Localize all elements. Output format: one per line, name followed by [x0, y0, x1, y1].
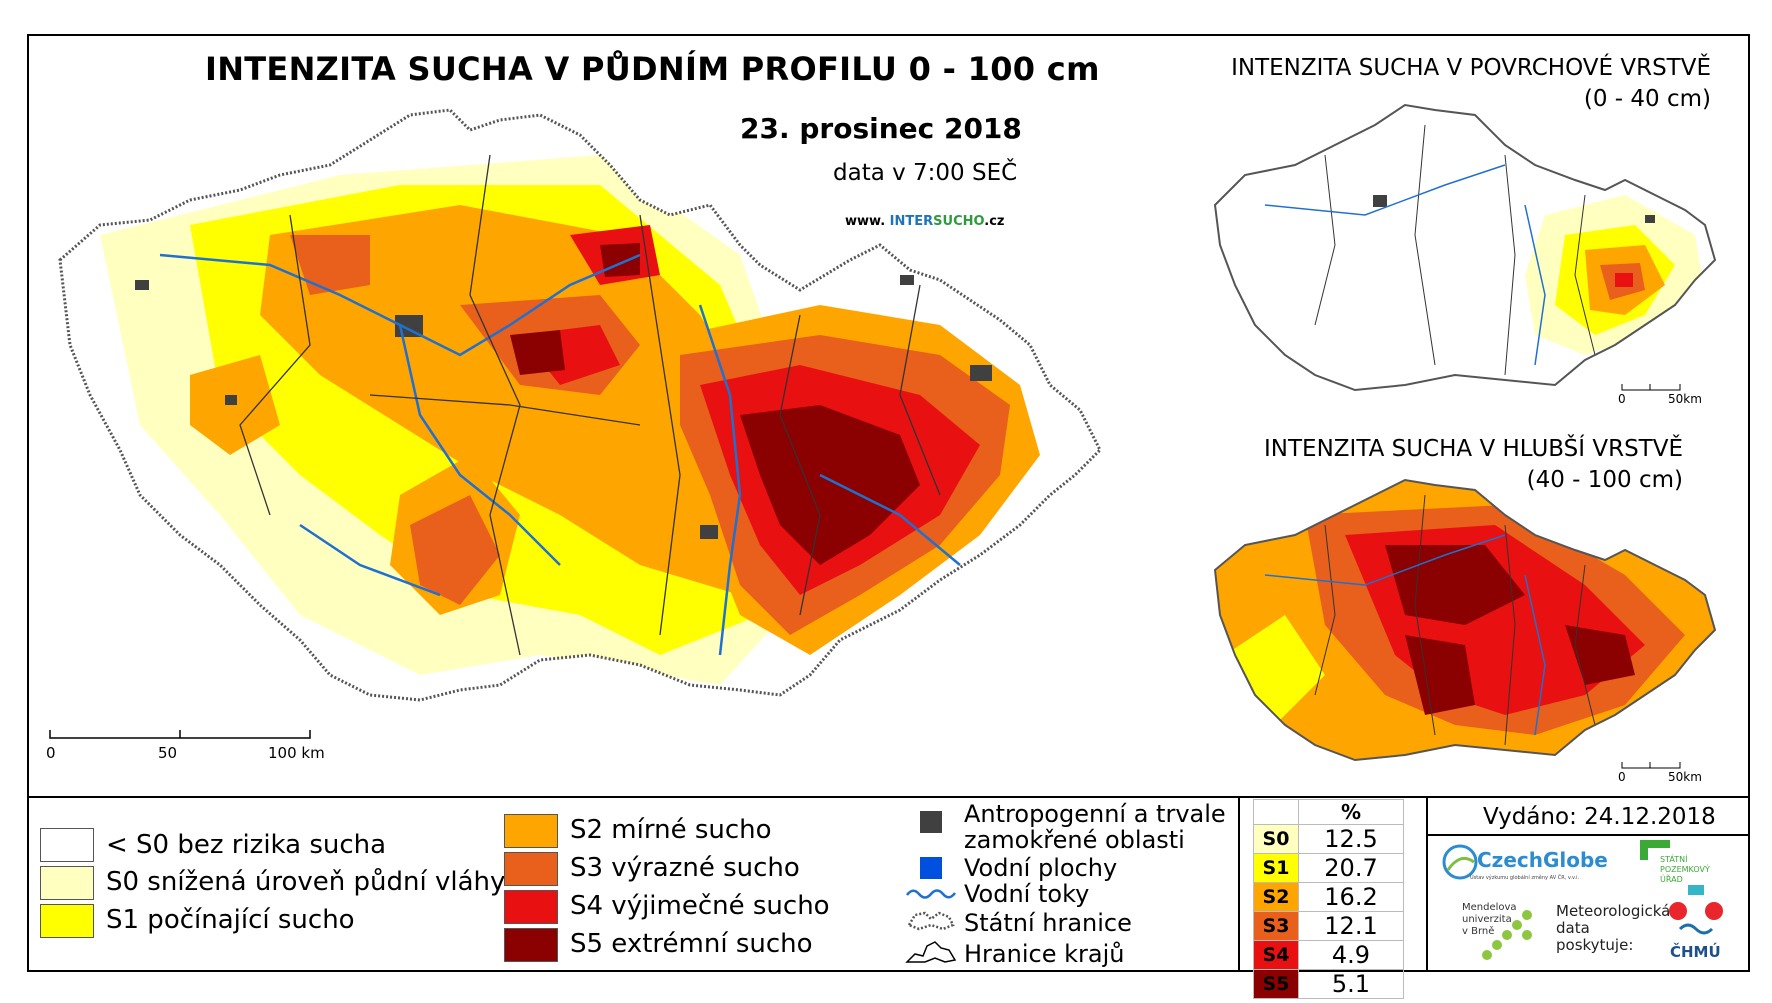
legend-anthropogenic-line2: zamokřené oblasti: [964, 826, 1185, 854]
table-row: S5 5.1: [1253, 969, 1404, 999]
chmu-text-line1: Meteorologická: [1556, 902, 1671, 920]
main-map-title: INTENZITA SUCHA V PŮDNÍM PROFILU 0 - 100…: [205, 50, 1100, 88]
legend-swatch-below-s0: [40, 828, 94, 862]
table-code-s2: S2: [1253, 882, 1299, 912]
legend-swatch-s4: [504, 890, 558, 924]
legend-swatch-s0: [40, 866, 94, 900]
legend-swatch-s3: [504, 852, 558, 886]
website-sucho: SUCHO: [933, 214, 985, 229]
table-row: S4 4.9: [1253, 940, 1404, 970]
main-scale-tick-50: 50: [158, 744, 178, 762]
website-inter: INTER: [889, 214, 934, 229]
issued-divider: [1428, 834, 1750, 836]
map-frame: [27, 34, 1750, 972]
inset-deep-map: [1213, 478, 1717, 762]
table-row: S3 12.1: [1253, 911, 1404, 941]
legend-label-s3: S3 výrazné sucho: [570, 853, 800, 883]
inset-surface-scale-0: 0: [1618, 392, 1626, 406]
website-prefix: www.: [845, 214, 890, 229]
chmu-provider-text: Meteorologická data poskytuje:: [1556, 903, 1670, 954]
main-scale-tick-100: 100 km: [268, 744, 325, 762]
inset-deep-subtitle: (40 - 100 cm): [1526, 467, 1683, 493]
chmu-text-line3: poskytuje:: [1556, 936, 1634, 954]
legend-swatch-s1: [40, 904, 94, 938]
chmu-logo-icon: [1669, 885, 1723, 935]
table-row: S2 16.2: [1253, 882, 1404, 912]
website-suffix: .cz: [984, 214, 1005, 229]
table-divider-left: [1238, 797, 1240, 972]
legend-region-border: Hranice krajů: [964, 940, 1125, 968]
table-header-code: [1253, 799, 1299, 825]
spu-logo-text: STÁTNÍ POZEMKOVÝ ÚŘAD: [1660, 855, 1710, 885]
czechglobe-subtitle: Ústav výzkumu globální změny AV ČR, v.v.…: [1470, 875, 1580, 881]
legend-label-s2: S2 mírné sucho: [570, 815, 772, 845]
issued-date: Vydáno: 24.12.2018: [1483, 804, 1716, 830]
inset-deep-title: INTENZITA SUCHA V HLUBŠÍ VRSTVĚ: [1264, 436, 1683, 462]
legend-label-below-s0: < S0 bez rizika sucha: [106, 830, 387, 860]
anthropogenic-area-icon: [920, 811, 942, 833]
legend-state-border: Státní hranice: [964, 909, 1132, 937]
czechglobe-logo: CzechGlobe: [1477, 848, 1608, 872]
inset-surface-title: INTENZITA SUCHA V POVRCHOVÉ VRSTVĚ: [1231, 55, 1711, 81]
inset-surface-scale-50: 50km: [1668, 392, 1702, 406]
table-value-s3: 12.1: [1298, 911, 1404, 941]
spu-line2: POZEMKOVÝ: [1660, 865, 1710, 874]
table-code-s1: S1: [1253, 853, 1299, 883]
legend-swatch-s2: [504, 814, 558, 848]
mendel-line3: v Brně: [1462, 926, 1495, 937]
legend-water-bodies: Vodní plochy: [964, 854, 1118, 882]
legend-divider: [27, 796, 1750, 798]
table-row: S1 20.7: [1253, 853, 1404, 883]
river-icon: [906, 889, 956, 899]
legend-label-s5: S5 extrémní sucho: [570, 929, 813, 959]
spu-line3: ÚŘAD: [1660, 875, 1683, 884]
legend-label-s1: S1 počínající sucho: [106, 905, 355, 935]
state-border-icon: [907, 911, 955, 931]
mendel-logo-text: Mendelova univerzita v Brně: [1462, 902, 1517, 938]
main-scalebar: [49, 730, 311, 739]
table-value-s2: 16.2: [1298, 882, 1404, 912]
table-code-s3: S3: [1253, 911, 1299, 941]
czechglobe-logo-icon: [1442, 844, 1478, 880]
table-header-row: %: [1253, 799, 1404, 825]
chmu-logo: ČHMÚ: [1670, 943, 1721, 961]
table-value-s0: 12.5: [1298, 824, 1404, 854]
water-body-icon: [920, 857, 942, 879]
main-map-date: 23. prosinec 2018: [740, 112, 1022, 145]
mendel-line1: Mendelova: [1462, 902, 1517, 913]
inset-surface-subtitle: (0 - 40 cm): [1583, 86, 1711, 112]
legend-rivers: Vodní toky: [964, 880, 1090, 908]
table-code-s4: S4: [1253, 940, 1299, 970]
inset-deep-scale-0: 0: [1618, 770, 1626, 784]
inset-surface-scalebar: [1621, 384, 1681, 391]
drought-statistics-table: % S0 12.5 S1 20.7 S2 16.2 S3 12.1 S4 4.9…: [1253, 799, 1404, 999]
spu-logo-icon: [1640, 840, 1670, 860]
website-link[interactable]: www. INTERSUCHO.cz: [845, 214, 1004, 229]
table-header-percent: %: [1298, 799, 1404, 825]
spu-line1: STÁTNÍ: [1660, 855, 1688, 864]
inset-deep-scalebar: [1621, 762, 1681, 769]
chmu-text-line2: data: [1556, 919, 1590, 937]
legend-anthropogenic-line1: Antropogenní a trvale: [964, 800, 1226, 828]
inset-surface-map: [1213, 103, 1717, 392]
table-code-s0: S0: [1253, 824, 1299, 854]
inset-deep-scale-50: 50km: [1668, 770, 1702, 784]
legend-label-s4: S4 výjimečné sucho: [570, 891, 830, 921]
mendel-line2: univerzita: [1462, 914, 1512, 925]
table-divider-right: [1426, 797, 1428, 972]
region-border-icon: [905, 941, 957, 963]
legend-swatch-s5: [504, 928, 558, 962]
main-map-time: data v 7:00 SEČ: [833, 160, 1018, 186]
table-value-s4: 4.9: [1298, 940, 1404, 970]
table-code-s5: S5: [1253, 969, 1299, 999]
table-value-s5: 5.1: [1298, 969, 1404, 999]
main-drought-map: [58, 108, 1102, 702]
main-scale-tick-0: 0: [46, 744, 56, 762]
legend-label-s0: S0 snížená úroveň půdní vláhy: [106, 867, 506, 897]
table-value-s1: 20.7: [1298, 853, 1404, 883]
mendel-logo-icon: [1482, 910, 1532, 960]
table-row: S0 12.5: [1253, 824, 1404, 854]
